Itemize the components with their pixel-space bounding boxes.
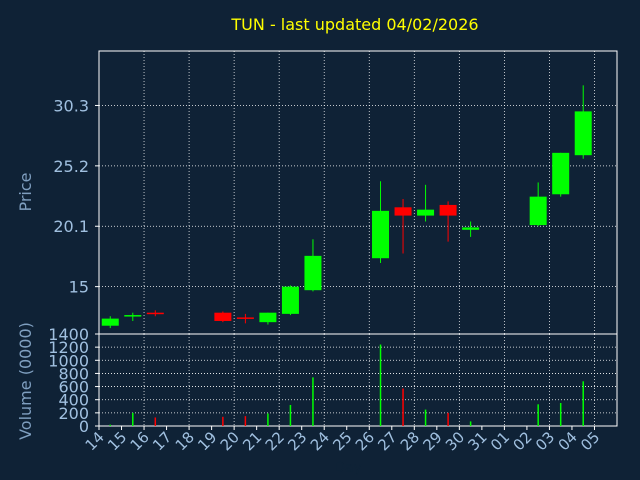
volume-tick-label: 1200 bbox=[48, 338, 89, 357]
candle-body bbox=[259, 312, 277, 323]
candle-body bbox=[552, 152, 570, 195]
volume-bar bbox=[537, 404, 539, 426]
volume-bar bbox=[402, 388, 404, 426]
volume-tick-label: 600 bbox=[58, 378, 89, 397]
volume-bar bbox=[289, 404, 292, 426]
volume-tick-label: 800 bbox=[58, 364, 89, 383]
volume-bar bbox=[109, 424, 112, 426]
volume-bar bbox=[222, 416, 224, 426]
x-tick-label: 05 bbox=[577, 428, 603, 454]
candle-body bbox=[236, 317, 254, 319]
chart-title: TUN - last updated 04/02/2026 bbox=[230, 15, 478, 34]
volume-axis-label: Volume (0000) bbox=[16, 322, 35, 440]
candle-body bbox=[146, 312, 164, 315]
volume-tick-label: 1000 bbox=[48, 351, 89, 370]
volume-bar bbox=[267, 413, 269, 426]
volume-tick-label: 1400 bbox=[48, 325, 89, 344]
volume-bar bbox=[379, 344, 382, 426]
volume-bar bbox=[447, 412, 449, 426]
volume-bar bbox=[424, 409, 427, 426]
x-axis-label: Day bbox=[334, 460, 362, 476]
candle-body bbox=[529, 196, 547, 226]
volume-bar bbox=[244, 416, 247, 426]
volume-tick-label: 0 bbox=[79, 417, 89, 436]
candle-body bbox=[462, 227, 480, 230]
price-tick-label: 25.2 bbox=[53, 157, 89, 176]
volume-bar bbox=[312, 377, 314, 426]
candle-body bbox=[304, 255, 322, 291]
volume-panel-frame bbox=[98, 333, 618, 427]
price-tick-label: 30.3 bbox=[53, 96, 89, 115]
candle-body bbox=[101, 318, 119, 326]
candle-body bbox=[214, 312, 232, 321]
candle-body bbox=[439, 204, 457, 216]
volume-bar bbox=[559, 403, 562, 426]
candle-body bbox=[574, 111, 592, 156]
candle-body bbox=[417, 209, 435, 216]
candle-body bbox=[394, 207, 412, 216]
candle-body bbox=[372, 210, 390, 259]
volume-bar bbox=[469, 421, 472, 426]
volume-bar bbox=[582, 381, 584, 426]
volume-bar bbox=[132, 412, 134, 426]
candle-body bbox=[124, 315, 142, 317]
volume-bar bbox=[154, 417, 157, 426]
price-tick-label: 15 bbox=[69, 278, 89, 297]
price-tick-label: 20.1 bbox=[53, 217, 89, 236]
volume-tick-label: 400 bbox=[58, 391, 89, 410]
volume-tick-label: 200 bbox=[58, 404, 89, 423]
y-axis-label: Price bbox=[16, 172, 35, 211]
price-panel-frame bbox=[98, 50, 618, 335]
candle-body bbox=[281, 286, 299, 314]
